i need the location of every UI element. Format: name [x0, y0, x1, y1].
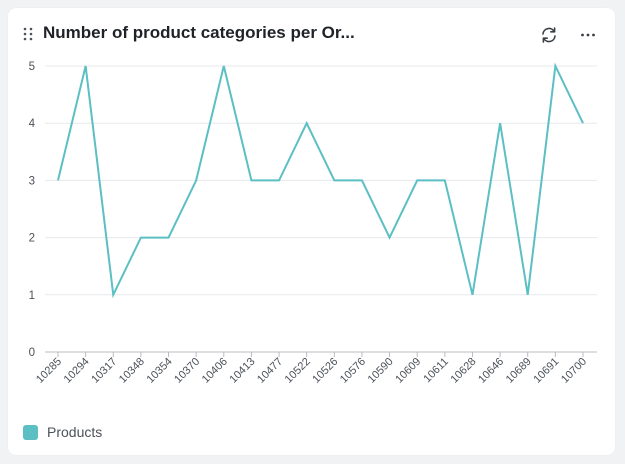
refresh-icon — [542, 27, 556, 43]
drag-handle-icon[interactable] — [22, 27, 34, 41]
more-horizontal-icon — [581, 33, 595, 37]
page-title: Number of product categories per Or... — [43, 23, 355, 42]
chart-legend: Products — [23, 424, 102, 440]
legend-swatch[interactable] — [23, 424, 38, 440]
refresh-button[interactable] — [536, 22, 562, 48]
more-button[interactable] — [575, 22, 601, 48]
chart-card: Number of product categories per Or... — [8, 8, 615, 455]
card-header: Number of product categories per Or... — [8, 8, 615, 60]
legend-label[interactable]: Products — [47, 424, 103, 440]
